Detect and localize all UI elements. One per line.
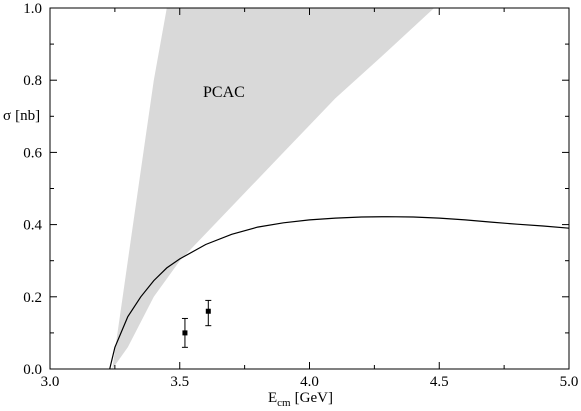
data-point-1 bbox=[205, 299, 212, 327]
x-tick-label: 3.5 bbox=[170, 374, 189, 390]
y-axis-label: σ [nb] bbox=[3, 108, 40, 124]
pcac-band bbox=[112, 8, 435, 369]
x-tick-label: 5.0 bbox=[560, 374, 579, 390]
y-tick-label: 1.0 bbox=[23, 1, 42, 17]
x-tick-label: 4.5 bbox=[430, 374, 449, 390]
x-axis-label: Ecm [GeV] bbox=[268, 390, 333, 409]
point-marker bbox=[182, 330, 188, 336]
series-layer bbox=[109, 216, 570, 370]
point-marker bbox=[205, 308, 211, 314]
data-points-layer bbox=[181, 299, 212, 348]
x-tick-label: 4.0 bbox=[300, 374, 319, 390]
y-tick-label: 0.0 bbox=[23, 362, 42, 378]
ticks-layer bbox=[49, 7, 570, 370]
y-tick-label: 0.4 bbox=[23, 218, 42, 234]
pcac-band-layer bbox=[112, 8, 435, 369]
y-tick-label: 0.6 bbox=[23, 145, 42, 161]
data-point-0 bbox=[181, 317, 188, 348]
x-tick-label: 3.0 bbox=[41, 374, 60, 390]
y-tick-label: 0.8 bbox=[23, 73, 42, 89]
series-line-0 bbox=[109, 216, 570, 370]
y-tick-label: 0.2 bbox=[23, 290, 42, 306]
annotation-pcac: PCAC bbox=[203, 84, 245, 101]
tick-labels-layer: 3.0 3.5 4.0 4.5 5.0 0.0 0.2 0.4 0.6 0.8 1.0 bbox=[23, 1, 578, 390]
